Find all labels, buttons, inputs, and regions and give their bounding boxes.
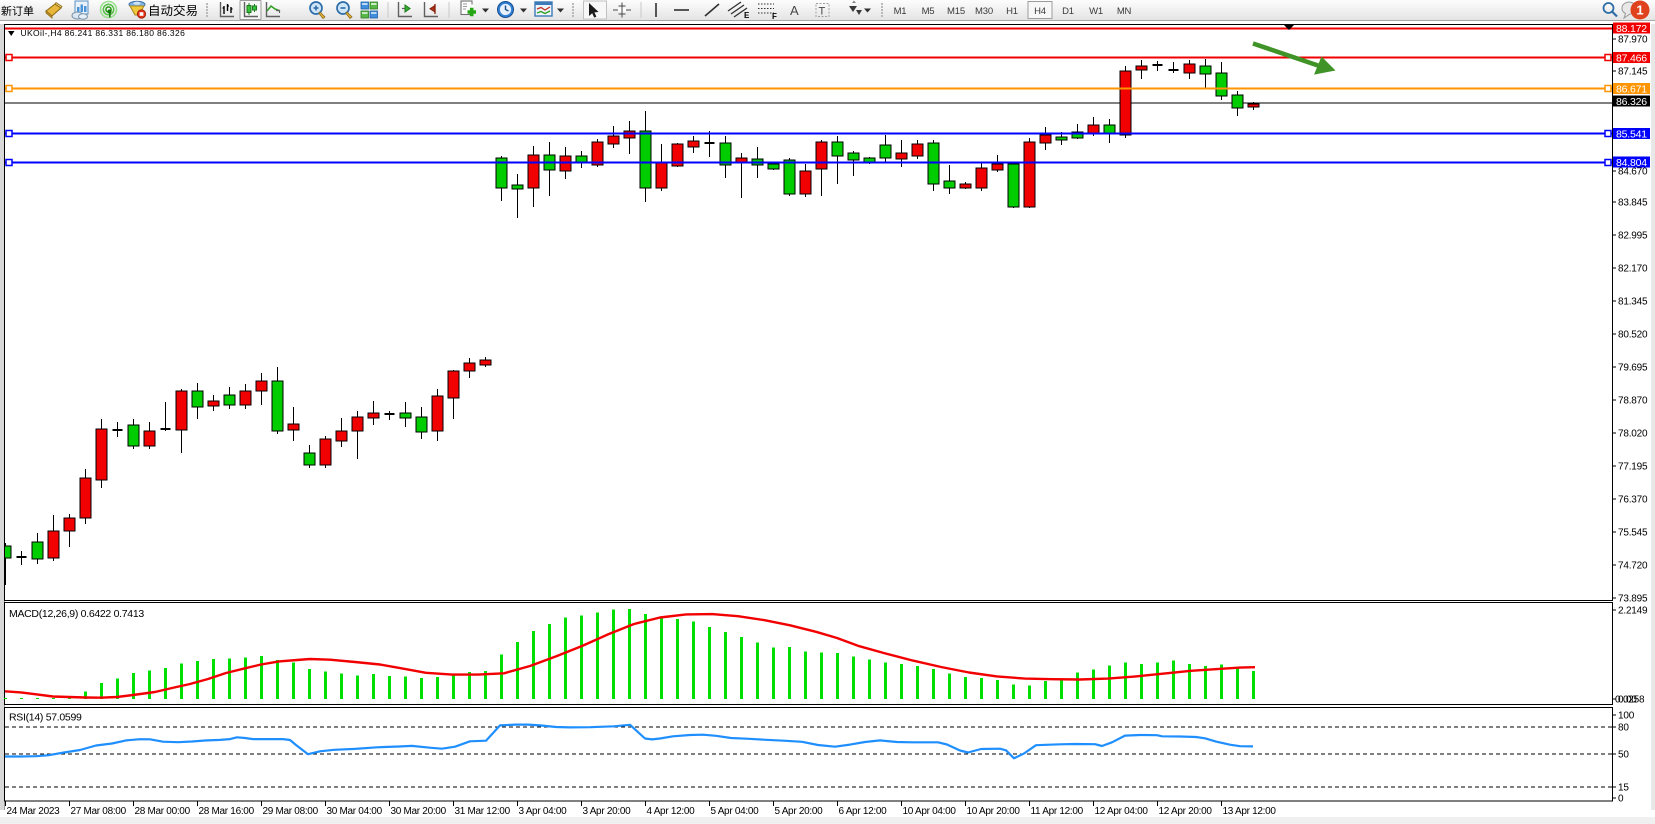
svg-text:11 Apr 12:00: 11 Apr 12:00 — [1031, 806, 1084, 817]
svg-text:4 Apr 12:00: 4 Apr 12:00 — [647, 806, 696, 817]
svg-text:28 Mar 16:00: 28 Mar 16:00 — [199, 806, 255, 817]
svg-text:87.145: 87.145 — [1618, 67, 1648, 78]
svg-text:75.545: 75.545 — [1618, 528, 1648, 539]
svg-text:78.020: 78.020 — [1618, 429, 1648, 440]
svg-text:2.2149: 2.2149 — [1618, 606, 1648, 617]
svg-text:H4: H4 — [1034, 6, 1046, 17]
svg-text:83.845: 83.845 — [1618, 198, 1648, 209]
svg-text:15: 15 — [1618, 783, 1629, 794]
svg-text:3 Apr 20:00: 3 Apr 20:00 — [583, 806, 632, 817]
svg-text:27 Mar 08:00: 27 Mar 08:00 — [71, 806, 127, 817]
svg-text:M5: M5 — [922, 6, 935, 17]
svg-text:1: 1 — [1636, 3, 1643, 18]
svg-text:88.172: 88.172 — [1616, 23, 1647, 35]
svg-text:T: T — [819, 6, 826, 18]
svg-text:24 Mar 2023: 24 Mar 2023 — [7, 806, 61, 817]
svg-text:80.520: 80.520 — [1618, 330, 1648, 341]
svg-text:5 Apr 04:00: 5 Apr 04:00 — [711, 806, 760, 817]
svg-text:0.0258: 0.0258 — [1615, 695, 1645, 706]
svg-text:29 Mar 08:00: 29 Mar 08:00 — [263, 806, 319, 817]
svg-text:84.804: 84.804 — [1616, 157, 1647, 169]
svg-text:87.466: 87.466 — [1616, 53, 1647, 65]
svg-text:86.671: 86.671 — [1616, 84, 1647, 96]
svg-text:78.870: 78.870 — [1618, 396, 1648, 407]
svg-text:MN: MN — [1117, 6, 1132, 17]
svg-text:3 Apr 04:00: 3 Apr 04:00 — [519, 806, 568, 817]
svg-text:12 Apr 04:00: 12 Apr 04:00 — [1095, 806, 1149, 817]
svg-text:100: 100 — [1618, 711, 1635, 722]
svg-text:W1: W1 — [1089, 6, 1103, 17]
svg-text:0.00: 0.00 — [1618, 695, 1637, 706]
svg-text:76.370: 76.370 — [1618, 495, 1648, 506]
svg-text:RSI(14) 57.0599: RSI(14) 57.0599 — [9, 712, 82, 724]
svg-text:31 Mar 12:00: 31 Mar 12:00 — [455, 806, 511, 817]
svg-text:M30: M30 — [975, 6, 993, 17]
svg-text:73.895: 73.895 — [1618, 594, 1648, 605]
svg-text:MACD(12,26,9) 0.6422 0.7413: MACD(12,26,9) 0.6422 0.7413 — [9, 608, 144, 620]
svg-text:80: 80 — [1618, 723, 1629, 734]
svg-text:77.195: 77.195 — [1618, 462, 1648, 473]
svg-text:82.995: 82.995 — [1618, 231, 1648, 242]
svg-text:6 Apr 12:00: 6 Apr 12:00 — [839, 806, 888, 817]
svg-text:F: F — [772, 12, 777, 21]
svg-text:M1: M1 — [894, 6, 907, 17]
svg-text:74.720: 74.720 — [1618, 561, 1648, 572]
svg-text:79.695: 79.695 — [1618, 363, 1648, 374]
svg-text:M15: M15 — [947, 6, 965, 17]
svg-text:UKOil-,H4 86.241 86.331 86.18: UKOil-,H4 86.241 86.331 86.180 86.326 — [21, 28, 186, 38]
svg-text:E: E — [744, 11, 750, 20]
svg-text:13 Apr 12:00: 13 Apr 12:00 — [1223, 806, 1277, 817]
svg-text:82.170: 82.170 — [1618, 264, 1648, 275]
svg-text:12 Apr 20:00: 12 Apr 20:00 — [1159, 806, 1213, 817]
svg-text:87.970: 87.970 — [1618, 35, 1648, 46]
svg-text:D1: D1 — [1062, 6, 1074, 17]
svg-text:5 Apr 20:00: 5 Apr 20:00 — [775, 806, 824, 817]
svg-text:85.541: 85.541 — [1616, 129, 1647, 141]
svg-text:81.345: 81.345 — [1618, 297, 1648, 308]
svg-text:50: 50 — [1618, 750, 1629, 761]
svg-text:30 Mar 04:00: 30 Mar 04:00 — [327, 806, 383, 817]
svg-text:84.670: 84.670 — [1618, 167, 1648, 178]
svg-text:86.326: 86.326 — [1616, 96, 1647, 108]
svg-text:10 Apr 20:00: 10 Apr 20:00 — [967, 806, 1021, 817]
svg-text:0: 0 — [1618, 794, 1624, 805]
svg-text:30 Mar 20:00: 30 Mar 20:00 — [391, 806, 447, 817]
svg-text:28 Mar 00:00: 28 Mar 00:00 — [135, 806, 191, 817]
svg-text:A: A — [790, 3, 799, 18]
svg-text:10 Apr 04:00: 10 Apr 04:00 — [903, 806, 957, 817]
svg-text:H1: H1 — [1006, 6, 1018, 17]
